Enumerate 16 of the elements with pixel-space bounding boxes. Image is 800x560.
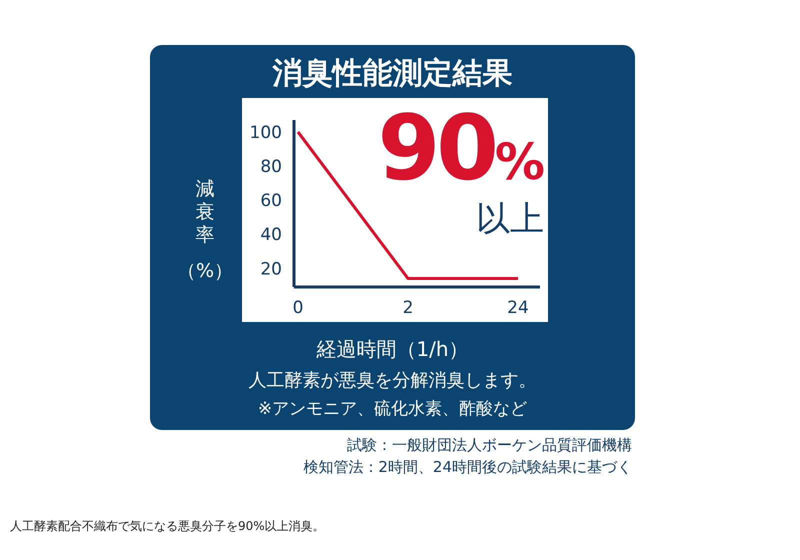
y-tick-label: 80 [260,157,282,178]
chart-title: 消臭性能測定結果 [272,55,514,93]
x-tick-label: 2 [402,298,414,318]
y-tick-label: 20 [260,259,282,280]
text: 試験：一般財団法人ボーケン品質評価機構 [346,435,632,456]
y-tick-label: 100 [250,122,282,143]
x-axis-title: 経過時間（1/h） [315,336,470,363]
x-tick-label: 0 [292,298,304,318]
text: 人工酵素配合不織布で気になる悪臭分子を90%以上消臭。 [10,518,326,535]
y-axis-title: 減衰率（%） [176,178,234,283]
x-tick-label: 24 [507,298,529,318]
text: ※アンモニア、硫化水素、酢酸など [256,398,528,421]
text: 検知管法：2時間、24時間後の試験結果に基づく [302,457,632,478]
text: 人工酵素が悪臭を分解消臭します。 [248,369,538,393]
y-tick-label: 40 [260,225,282,246]
y-tick-label: 60 [260,191,282,212]
